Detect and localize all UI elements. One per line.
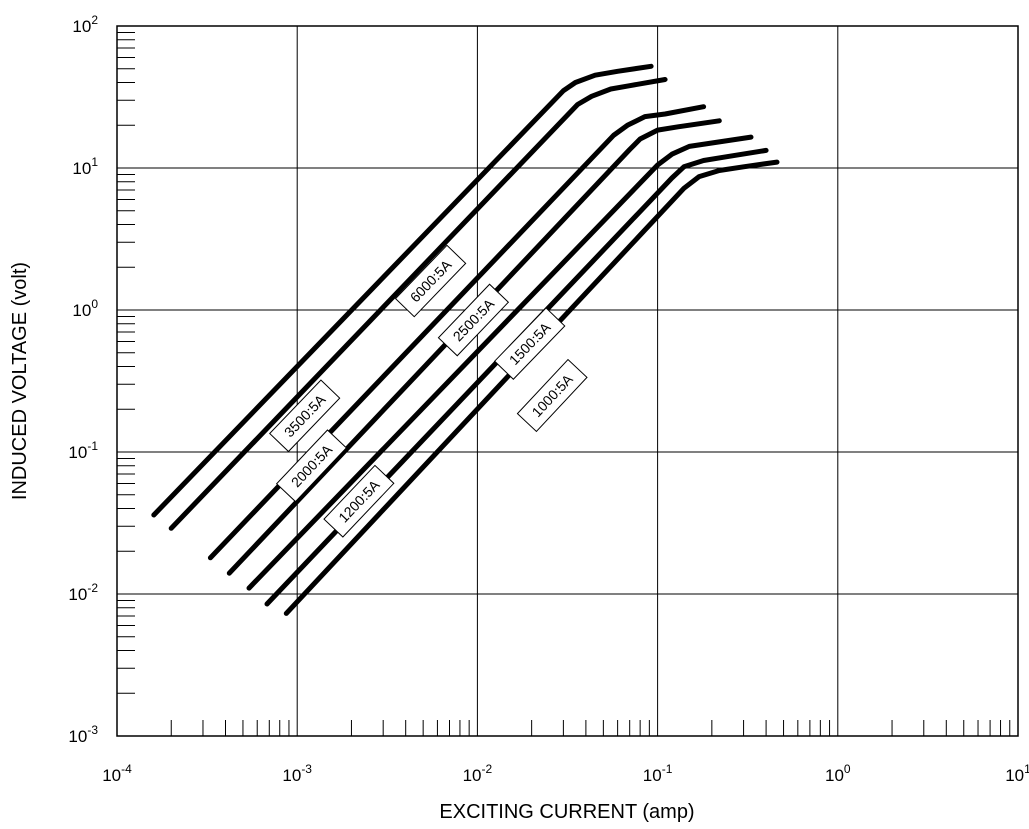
series-line-1500-5A: [246, 134, 754, 591]
curve-label: 1000:5A: [516, 358, 588, 433]
curve-label-box: [516, 358, 588, 433]
x-tick-label: 101: [1005, 762, 1029, 785]
series-line-6000-5A: [151, 63, 654, 518]
minor-ticks: [117, 31, 1011, 736]
y-tick-label: 10-3: [68, 723, 98, 746]
y-axis-title: INDUCED VOLTAGE (volt): [9, 262, 31, 500]
x-tick-label: 10-2: [463, 762, 493, 785]
curve-label-box: [437, 283, 510, 357]
curve-label-box: [269, 379, 341, 453]
series-line-3500-5A: [168, 77, 668, 531]
y-tick-label: 10-1: [68, 439, 98, 462]
x-tick-label: 10-4: [102, 762, 132, 785]
curve-label-box: [275, 429, 348, 503]
y-tick-label: 101: [72, 155, 98, 178]
curve-label: 2500:5A: [437, 283, 510, 357]
series-line-2500-5A: [207, 104, 707, 561]
plot-area-border: [116, 25, 1019, 737]
curve-label-box: [394, 244, 467, 318]
curve-label-box: [323, 464, 395, 538]
curve-labels: 6000:5A3500:5A2500:5A2000:5A1500:5A1200:…: [269, 244, 588, 538]
x-tick-labels: 10-4 10-3 10-2 10-1 100 101: [102, 762, 1029, 785]
y-tick-label: 102: [72, 13, 98, 36]
y-tick-label: 10-2: [68, 581, 98, 604]
y-tick-labels: 10-3 10-2 10-1 100 101 102: [68, 13, 98, 746]
series-line-1200-5A: [264, 147, 769, 607]
x-tick-label: 10-3: [282, 762, 312, 785]
x-axis-title: EXCITING CURRENT (amp): [439, 801, 694, 823]
series-line-1000-5A: [283, 159, 780, 616]
x-tick-label: 10-1: [643, 762, 673, 785]
curve-label: 1500:5A: [493, 307, 566, 380]
y-tick-label: 100: [72, 297, 98, 320]
x-tick-label: 100: [825, 762, 851, 785]
series-line-2000-5A: [226, 118, 722, 576]
curve-label-box: [493, 307, 566, 380]
series-lines: [151, 63, 780, 616]
